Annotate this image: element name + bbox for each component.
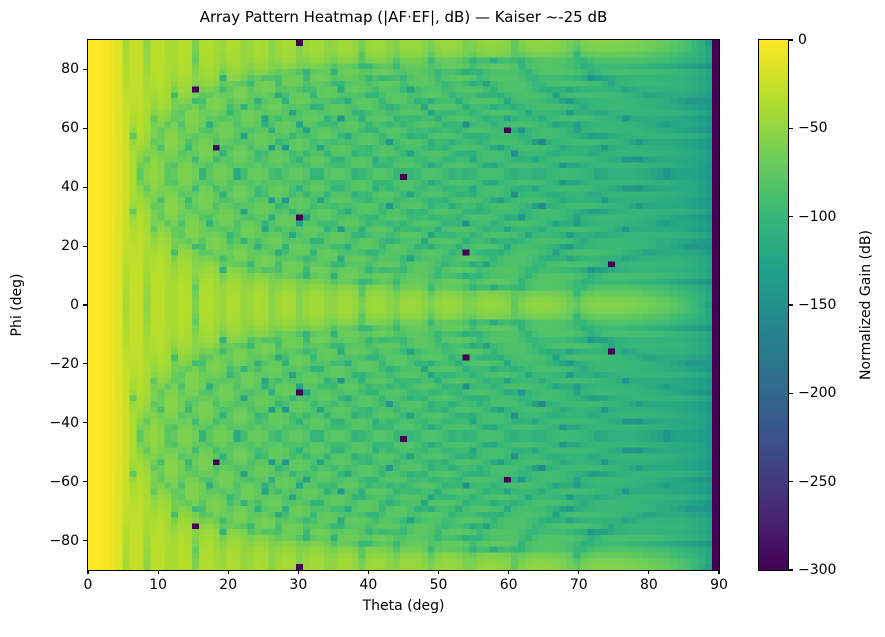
y-tick-mark [83,481,87,483]
x-tick-label: 80 [639,577,658,593]
colorbar-tick-mark [789,216,793,218]
colorbar-tick-mark [789,481,793,483]
x-tick-label: 70 [569,577,588,593]
colorbar-tick-label: −50 [798,120,828,137]
colorbar-tick-label: −250 [798,473,837,490]
x-tick-mark [367,570,370,574]
x-tick-mark [648,570,650,574]
colorbar-tick-label: −200 [798,385,837,402]
x-tick-label: 30 [289,577,308,593]
y-tick-mark [83,539,87,542]
x-tick-label: 60 [499,577,518,593]
colorbar-tick-label: −150 [798,297,837,313]
x-tick-mark [87,570,89,574]
y-tick-mark [83,363,87,365]
x-tick-label: 50 [429,577,448,593]
chart-title: Array Pattern Heatmap (|AF·EF|, dB) — Ka… [199,8,608,26]
y-tick-label: 60 [61,120,79,137]
x-tick-mark [508,570,510,574]
y-tick-mark [83,186,87,188]
y-tick-mark [83,68,87,71]
y-tick-mark [83,422,87,424]
colorbar-label: Normalized Gain (dB) [858,230,874,380]
x-tick-label: 20 [219,577,238,593]
colorbar-tick-mark [789,127,793,129]
y-tick-label: 80 [61,61,79,78]
colorbar-tick-label: −300 [798,562,837,578]
colorbar-tick-mark [789,569,793,571]
x-tick-mark [297,570,299,574]
x-tick-mark [578,570,580,574]
colorbar-tick-label: −100 [798,208,837,225]
y-tick-mark [83,127,87,129]
y-tick-label: −40 [49,414,79,431]
y-tick-label: −20 [49,355,79,372]
y-tick-label: 20 [61,238,79,255]
heatmap-canvas [88,40,719,570]
x-tick-mark [437,570,440,574]
y-axis-label: Phi (deg) [9,273,25,337]
y-tick-label: 0 [70,297,79,313]
colorbar-gradient [759,40,788,570]
colorbar-tick-mark [789,304,793,306]
plot-area [87,39,720,571]
colorbar-tick-mark [789,39,793,41]
x-tick-mark [718,570,720,574]
x-tick-label: 10 [149,577,168,593]
y-tick-mark [83,245,87,247]
x-tick-label: 0 [83,577,93,593]
y-tick-mark [83,304,87,306]
x-tick-label: 40 [359,577,378,593]
x-tick-mark [157,570,159,574]
y-tick-label: 40 [61,179,79,196]
y-tick-label: −60 [49,473,79,490]
x-tick-mark [227,570,229,574]
y-tick-label: −80 [49,532,79,549]
colorbar [758,39,789,571]
colorbar-tick-label: 0 [798,32,807,48]
colorbar-tick-mark [789,392,793,394]
x-tick-label: 90 [710,577,728,593]
x-axis-label: Theta (deg) [362,598,445,614]
